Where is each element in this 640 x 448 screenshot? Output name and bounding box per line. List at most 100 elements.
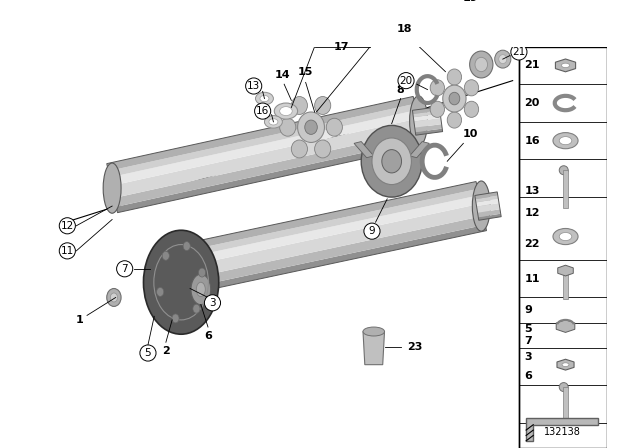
Text: 13: 13 bbox=[524, 186, 540, 196]
Ellipse shape bbox=[363, 327, 385, 336]
Ellipse shape bbox=[172, 314, 179, 323]
Text: 9: 9 bbox=[369, 226, 375, 236]
Ellipse shape bbox=[430, 80, 445, 96]
Polygon shape bbox=[116, 140, 424, 213]
Circle shape bbox=[511, 44, 527, 60]
Polygon shape bbox=[354, 142, 374, 158]
Polygon shape bbox=[556, 59, 575, 72]
Circle shape bbox=[60, 218, 76, 234]
Polygon shape bbox=[415, 129, 443, 135]
Ellipse shape bbox=[315, 96, 331, 114]
Text: 3: 3 bbox=[524, 352, 532, 362]
Ellipse shape bbox=[264, 116, 282, 128]
Ellipse shape bbox=[280, 107, 292, 116]
Ellipse shape bbox=[326, 118, 342, 136]
Polygon shape bbox=[165, 204, 483, 283]
Ellipse shape bbox=[553, 228, 578, 245]
Circle shape bbox=[140, 345, 156, 361]
Polygon shape bbox=[115, 131, 422, 207]
Text: 3: 3 bbox=[209, 298, 216, 308]
Ellipse shape bbox=[198, 268, 205, 277]
Ellipse shape bbox=[107, 289, 121, 306]
Text: 5: 5 bbox=[524, 324, 532, 334]
Circle shape bbox=[60, 243, 76, 259]
Polygon shape bbox=[159, 276, 178, 283]
FancyBboxPatch shape bbox=[563, 271, 568, 299]
Ellipse shape bbox=[410, 96, 428, 146]
Ellipse shape bbox=[443, 85, 466, 112]
Ellipse shape bbox=[562, 363, 569, 366]
Polygon shape bbox=[410, 142, 429, 158]
Text: 21: 21 bbox=[524, 60, 540, 70]
Ellipse shape bbox=[499, 55, 507, 64]
Text: 7: 7 bbox=[524, 336, 532, 346]
Ellipse shape bbox=[447, 112, 461, 128]
Polygon shape bbox=[170, 225, 486, 298]
Ellipse shape bbox=[361, 125, 422, 197]
Ellipse shape bbox=[291, 96, 307, 114]
Text: 20: 20 bbox=[399, 76, 413, 86]
Polygon shape bbox=[557, 359, 574, 370]
Ellipse shape bbox=[291, 140, 307, 158]
Polygon shape bbox=[556, 320, 575, 332]
Ellipse shape bbox=[183, 241, 190, 250]
Text: 18: 18 bbox=[396, 24, 412, 34]
Text: 12: 12 bbox=[524, 208, 540, 218]
Text: 16: 16 bbox=[256, 106, 269, 116]
Text: 8: 8 bbox=[397, 85, 404, 95]
Polygon shape bbox=[164, 195, 481, 271]
Circle shape bbox=[116, 261, 132, 277]
Ellipse shape bbox=[260, 95, 269, 102]
Ellipse shape bbox=[495, 50, 511, 68]
FancyBboxPatch shape bbox=[563, 387, 568, 425]
Text: 16: 16 bbox=[524, 136, 540, 146]
Polygon shape bbox=[108, 104, 416, 177]
Polygon shape bbox=[168, 216, 485, 292]
Polygon shape bbox=[478, 214, 501, 220]
Polygon shape bbox=[476, 199, 499, 207]
FancyBboxPatch shape bbox=[563, 170, 568, 208]
Ellipse shape bbox=[464, 101, 479, 117]
Ellipse shape bbox=[255, 92, 273, 105]
Polygon shape bbox=[158, 265, 177, 272]
Circle shape bbox=[398, 73, 414, 89]
Polygon shape bbox=[107, 96, 415, 171]
Circle shape bbox=[364, 223, 380, 239]
Ellipse shape bbox=[193, 304, 200, 313]
Text: 132138: 132138 bbox=[545, 427, 581, 437]
Polygon shape bbox=[476, 196, 499, 202]
Ellipse shape bbox=[143, 230, 219, 334]
Text: 5: 5 bbox=[145, 348, 151, 358]
Polygon shape bbox=[413, 114, 441, 121]
Ellipse shape bbox=[298, 112, 324, 142]
Text: 22: 22 bbox=[524, 239, 540, 249]
Ellipse shape bbox=[475, 57, 488, 72]
Ellipse shape bbox=[561, 63, 570, 68]
Polygon shape bbox=[415, 124, 442, 132]
Text: 11: 11 bbox=[524, 274, 540, 284]
Polygon shape bbox=[413, 111, 440, 117]
Text: 7: 7 bbox=[122, 264, 128, 274]
FancyBboxPatch shape bbox=[519, 47, 607, 448]
Ellipse shape bbox=[372, 138, 412, 185]
Circle shape bbox=[246, 78, 262, 94]
Ellipse shape bbox=[430, 101, 445, 117]
Circle shape bbox=[255, 103, 271, 119]
Polygon shape bbox=[477, 203, 500, 213]
Text: 10: 10 bbox=[463, 129, 478, 139]
Polygon shape bbox=[363, 332, 385, 365]
Polygon shape bbox=[111, 119, 420, 198]
Polygon shape bbox=[477, 209, 500, 217]
Ellipse shape bbox=[110, 293, 118, 302]
Ellipse shape bbox=[315, 140, 331, 158]
Polygon shape bbox=[412, 107, 440, 114]
Polygon shape bbox=[161, 181, 477, 256]
Text: 11: 11 bbox=[61, 246, 74, 256]
Text: 17: 17 bbox=[333, 42, 349, 52]
Polygon shape bbox=[526, 418, 598, 441]
Polygon shape bbox=[159, 269, 177, 278]
Ellipse shape bbox=[191, 274, 211, 305]
Ellipse shape bbox=[559, 166, 568, 175]
Ellipse shape bbox=[157, 248, 175, 298]
Text: 6: 6 bbox=[204, 331, 212, 341]
